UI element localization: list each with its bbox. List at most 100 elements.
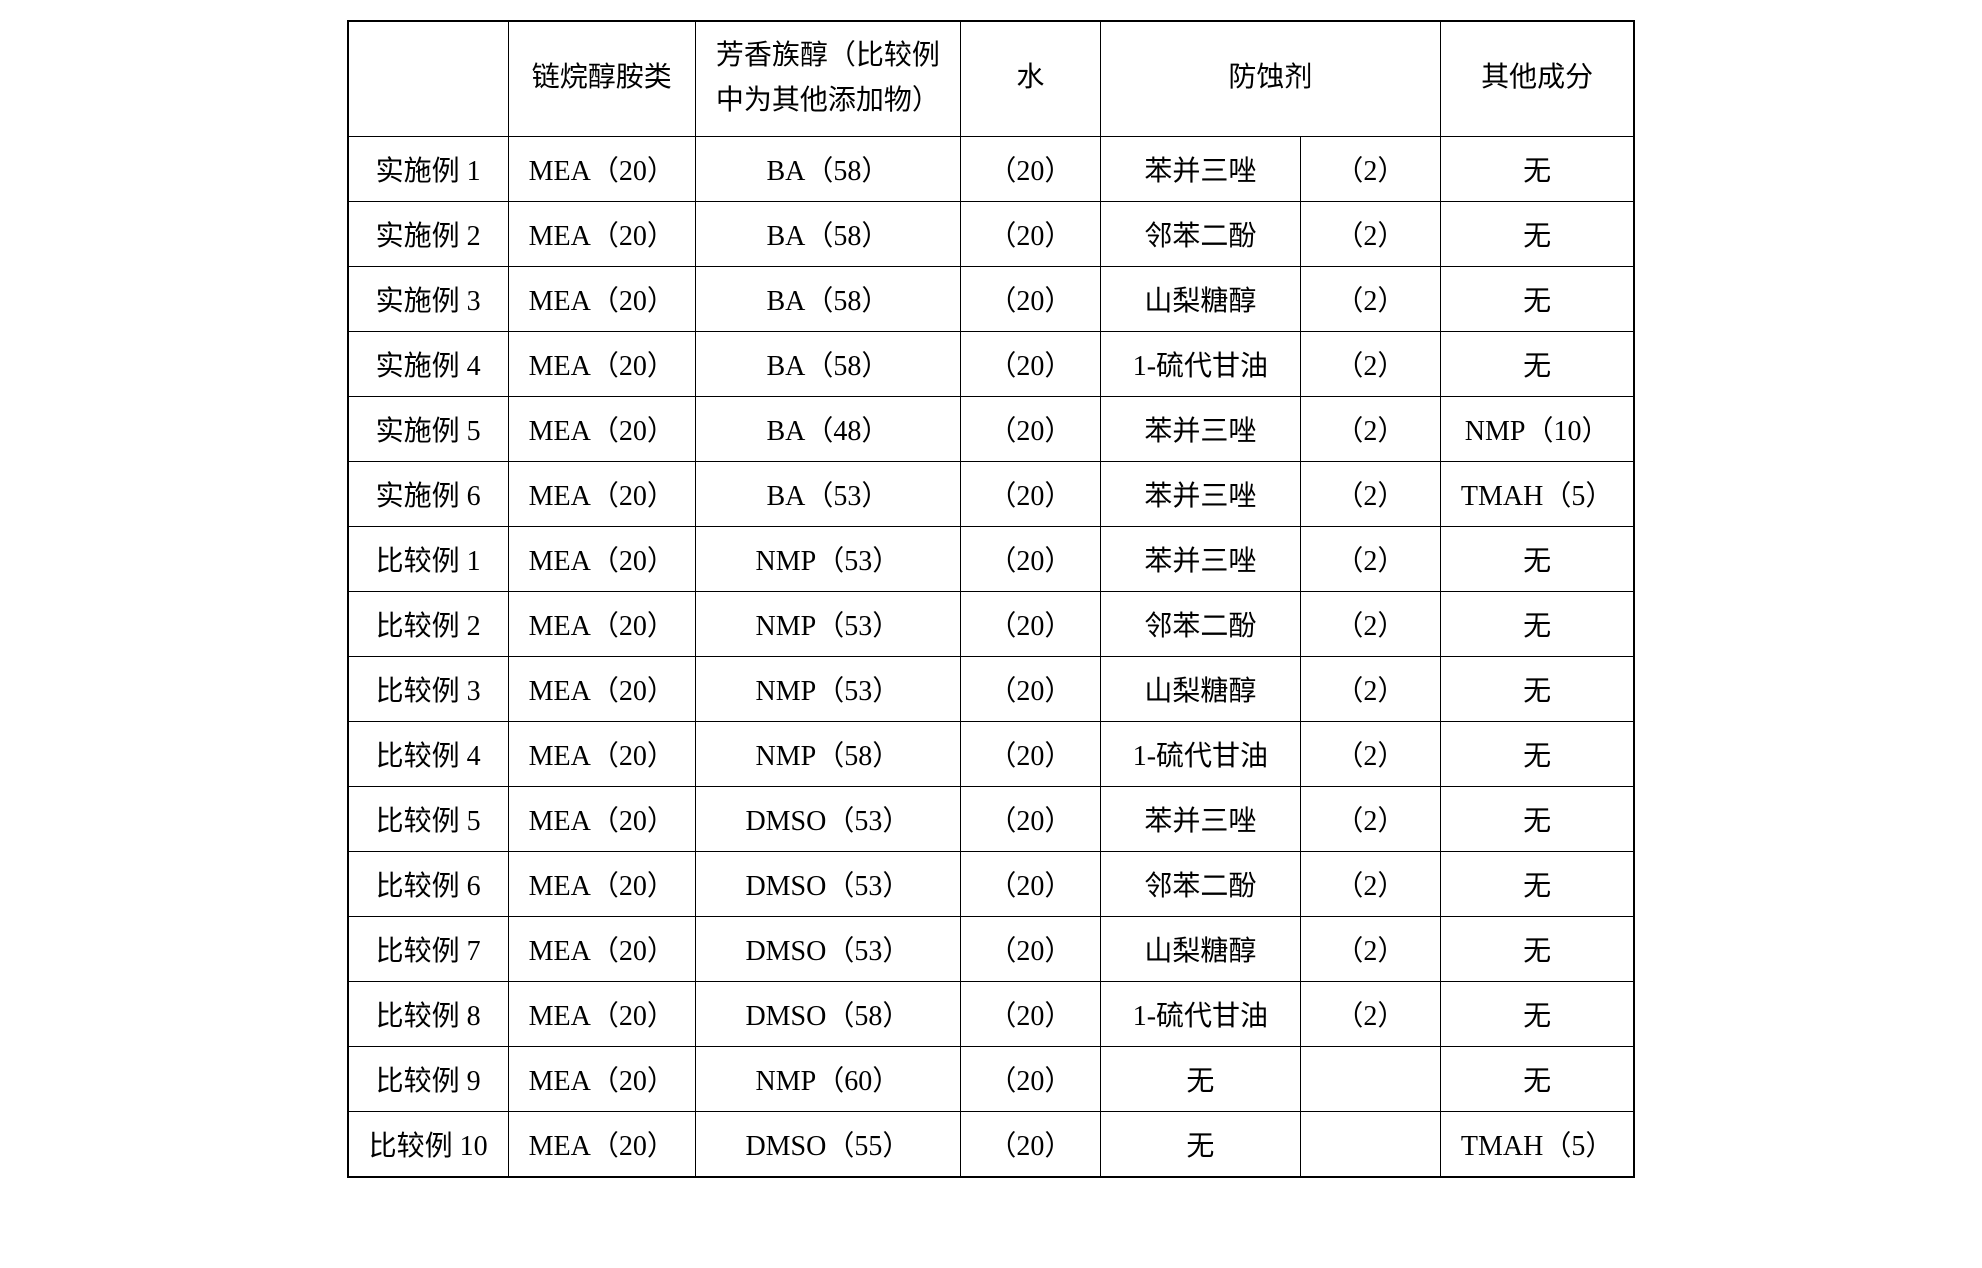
aromatic-cell: BA（58）: [695, 201, 960, 266]
aromatic-cell: DMSO（58）: [695, 981, 960, 1046]
water-cell: （20）: [960, 786, 1100, 851]
aromatic-cell: BA（58）: [695, 331, 960, 396]
amine-cell: MEA（20）: [508, 656, 695, 721]
amine-cell: MEA（20）: [508, 591, 695, 656]
aromatic-cell: NMP（58）: [695, 721, 960, 786]
table-row: 比较例 3MEA（20）NMP（53）（20）山梨糖醇（2）无: [348, 656, 1635, 721]
table-body: 实施例 1MEA（20）BA（58）（20）苯并三唑（2）无实施例 2MEA（2…: [348, 136, 1635, 1177]
aromatic-cell: NMP（60）: [695, 1046, 960, 1111]
header-aromatic-line1: 芳香族醇（比较例: [716, 40, 940, 71]
table-header-row: 链烷醇胺类 芳香族醇（比较例 中为其他添加物） 水 防蚀剂 其他成分: [348, 21, 1635, 136]
header-inhibitor: 防蚀剂: [1100, 21, 1440, 136]
header-blank: [348, 21, 509, 136]
row-label: 比较例 7: [348, 916, 509, 981]
water-cell: （20）: [960, 201, 1100, 266]
other-cell: TMAH（5）: [1440, 1111, 1634, 1177]
amine-cell: MEA（20）: [508, 526, 695, 591]
water-cell: （20）: [960, 981, 1100, 1046]
amine-cell: MEA（20）: [508, 916, 695, 981]
row-label: 比较例 3: [348, 656, 509, 721]
table-row: 比较例 7MEA（20）DMSO（53）（20）山梨糖醇（2）无: [348, 916, 1635, 981]
inhibitor-name-cell: 山梨糖醇: [1100, 916, 1300, 981]
header-water: 水: [960, 21, 1100, 136]
water-cell: （20）: [960, 591, 1100, 656]
water-cell: （20）: [960, 461, 1100, 526]
table-row: 比较例 1MEA（20）NMP（53）（20）苯并三唑（2）无: [348, 526, 1635, 591]
amine-cell: MEA（20）: [508, 136, 695, 201]
aromatic-cell: BA（58）: [695, 266, 960, 331]
header-amine: 链烷醇胺类: [508, 21, 695, 136]
amine-cell: MEA（20）: [508, 1111, 695, 1177]
inhibitor-name-cell: 无: [1100, 1046, 1300, 1111]
other-cell: 无: [1440, 981, 1634, 1046]
water-cell: （20）: [960, 851, 1100, 916]
amine-cell: MEA（20）: [508, 396, 695, 461]
row-label: 实施例 1: [348, 136, 509, 201]
inhibitor-value-cell: （2）: [1300, 461, 1440, 526]
row-label: 实施例 4: [348, 331, 509, 396]
water-cell: （20）: [960, 526, 1100, 591]
aromatic-cell: BA（53）: [695, 461, 960, 526]
amine-cell: MEA（20）: [508, 721, 695, 786]
amine-cell: MEA（20）: [508, 331, 695, 396]
inhibitor-value-cell: （2）: [1300, 266, 1440, 331]
inhibitor-value-cell: （2）: [1300, 786, 1440, 851]
inhibitor-value-cell: （2）: [1300, 591, 1440, 656]
inhibitor-value-cell: （2）: [1300, 851, 1440, 916]
water-cell: （20）: [960, 396, 1100, 461]
row-label: 比较例 5: [348, 786, 509, 851]
table-row: 实施例 6MEA（20）BA（53）（20）苯并三唑（2）TMAH（5）: [348, 461, 1635, 526]
row-label: 比较例 2: [348, 591, 509, 656]
row-label: 比较例 10: [348, 1111, 509, 1177]
inhibitor-name-cell: 苯并三唑: [1100, 786, 1300, 851]
water-cell: （20）: [960, 721, 1100, 786]
inhibitor-value-cell: [1300, 1111, 1440, 1177]
inhibitor-value-cell: （2）: [1300, 201, 1440, 266]
aromatic-cell: NMP（53）: [695, 526, 960, 591]
other-cell: 无: [1440, 916, 1634, 981]
inhibitor-value-cell: （2）: [1300, 721, 1440, 786]
table-row: 实施例 4MEA（20）BA（58）（20）1-硫代甘油（2）无: [348, 331, 1635, 396]
water-cell: （20）: [960, 136, 1100, 201]
inhibitor-value-cell: （2）: [1300, 656, 1440, 721]
table-row: 实施例 2MEA（20）BA（58）（20）邻苯二酚（2）无: [348, 201, 1635, 266]
inhibitor-name-cell: 山梨糖醇: [1100, 656, 1300, 721]
other-cell: 无: [1440, 331, 1634, 396]
row-label: 比较例 9: [348, 1046, 509, 1111]
inhibitor-value-cell: [1300, 1046, 1440, 1111]
inhibitor-name-cell: 邻苯二酚: [1100, 201, 1300, 266]
amine-cell: MEA（20）: [508, 266, 695, 331]
table-row: 实施例 1MEA（20）BA（58）（20）苯并三唑（2）无: [348, 136, 1635, 201]
header-other: 其他成分: [1440, 21, 1634, 136]
row-label: 比较例 8: [348, 981, 509, 1046]
water-cell: （20）: [960, 266, 1100, 331]
aromatic-cell: BA（58）: [695, 136, 960, 201]
other-cell: 无: [1440, 721, 1634, 786]
water-cell: （20）: [960, 916, 1100, 981]
inhibitor-value-cell: （2）: [1300, 981, 1440, 1046]
table-row: 比较例 6MEA（20）DMSO（53）（20）邻苯二酚（2）无: [348, 851, 1635, 916]
row-label: 比较例 1: [348, 526, 509, 591]
amine-cell: MEA（20）: [508, 851, 695, 916]
table-row: 比较例 4MEA（20）NMP（58）（20）1-硫代甘油（2）无: [348, 721, 1635, 786]
inhibitor-name-cell: 1-硫代甘油: [1100, 331, 1300, 396]
inhibitor-name-cell: 苯并三唑: [1100, 396, 1300, 461]
other-cell: 无: [1440, 526, 1634, 591]
inhibitor-value-cell: （2）: [1300, 396, 1440, 461]
table-row: 比较例 5MEA（20）DMSO（53）（20）苯并三唑（2）无: [348, 786, 1635, 851]
header-aromatic-line2: 中为其他添加物）: [716, 85, 940, 116]
inhibitor-name-cell: 苯并三唑: [1100, 461, 1300, 526]
aromatic-cell: DMSO（55）: [695, 1111, 960, 1177]
other-cell: 无: [1440, 851, 1634, 916]
row-label: 实施例 5: [348, 396, 509, 461]
row-label: 比较例 4: [348, 721, 509, 786]
other-cell: NMP（10）: [1440, 396, 1634, 461]
aromatic-cell: DMSO（53）: [695, 916, 960, 981]
inhibitor-name-cell: 山梨糖醇: [1100, 266, 1300, 331]
other-cell: 无: [1440, 266, 1634, 331]
inhibitor-name-cell: 无: [1100, 1111, 1300, 1177]
inhibitor-name-cell: 邻苯二酚: [1100, 851, 1300, 916]
table-row: 比较例 8MEA（20）DMSO（58）（20）1-硫代甘油（2）无: [348, 981, 1635, 1046]
header-aromatic: 芳香族醇（比较例 中为其他添加物）: [695, 21, 960, 136]
table-row: 实施例 3MEA（20）BA（58）（20）山梨糖醇（2）无: [348, 266, 1635, 331]
